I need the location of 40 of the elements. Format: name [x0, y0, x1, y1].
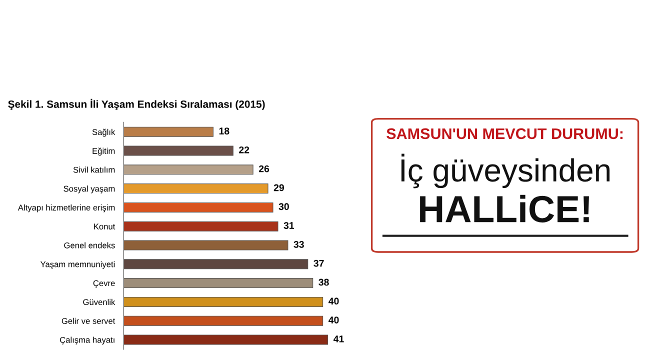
bar: [124, 316, 324, 326]
data-label: 31: [284, 222, 294, 229]
bar: [124, 202, 274, 212]
bar: [124, 221, 278, 232]
y-tick-label: Eğitim: [92, 148, 115, 156]
bar: [124, 259, 308, 270]
y-tick-label: Altyapı hizmetlerine erişim: [18, 204, 115, 212]
data-label: 37: [314, 260, 324, 267]
text: HALLiCE!: [420, 194, 589, 222]
data-label: 22: [239, 146, 250, 154]
bar: [124, 164, 254, 175]
data-label: 18: [219, 128, 230, 134]
y-tick-label: Çevre: [93, 280, 115, 288]
data-label: 40: [328, 298, 339, 305]
bar: [124, 334, 328, 345]
y-tick-label: Güvenlik: [83, 298, 116, 306]
y-tick-label: Yaşam memnuniyeti: [40, 261, 115, 269]
bar: [124, 184, 268, 194]
bar: [124, 126, 214, 137]
bar: [124, 146, 234, 156]
y-tick-label: Sosyal yaşam: [64, 186, 115, 194]
y-tick-label: Konut: [94, 224, 116, 230]
data-label: 41: [333, 336, 344, 342]
data-label: 26: [258, 165, 270, 172]
chart-title: Şekil 1. Samsun İli Yaşam Endeksi Sıralaması (2015): [8, 98, 265, 110]
text: SAMSUN'UN MEVCUT DURUMU:: [386, 128, 623, 140]
data-label: 38: [318, 278, 329, 286]
y-tick-label: Gelir ve servet: [62, 318, 116, 324]
data-label: 33: [294, 240, 304, 248]
y-tick-label: Çalışma hayatı: [60, 336, 114, 345]
y-tick-label: Sağlık: [92, 128, 116, 137]
data-label: 40: [328, 316, 339, 324]
bar: [124, 278, 314, 288]
bar: [124, 296, 324, 307]
data-label: 29: [274, 184, 284, 192]
text: İç güveysinden: [401, 154, 610, 188]
data-label: 30: [278, 203, 289, 210]
bar: [124, 240, 288, 250]
y-tick-label: Sivil katılım: [73, 166, 115, 173]
y-tick-label: Genel endeks: [64, 242, 115, 248]
